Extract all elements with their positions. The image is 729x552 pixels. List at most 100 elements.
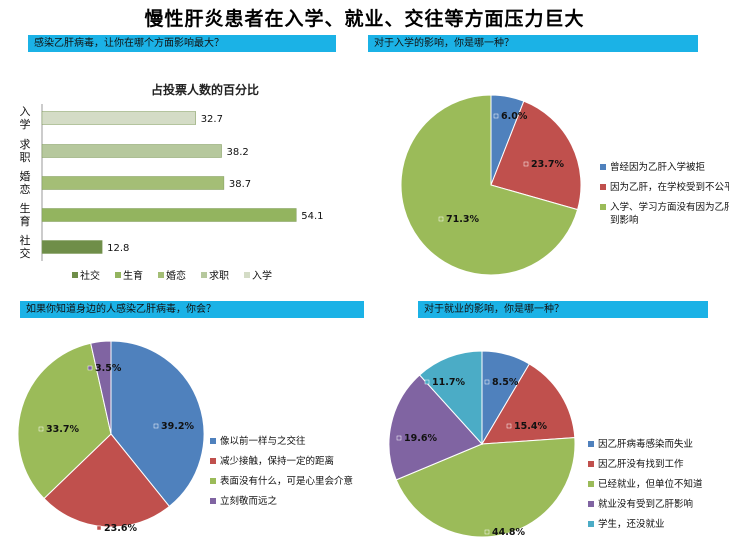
question-bar-school: 对于入学的影响，你是哪一种？ bbox=[368, 35, 698, 52]
value-marker-1 bbox=[523, 161, 529, 167]
legend-label-1: 因乙肝没有找到工作 bbox=[598, 458, 684, 470]
category-label-0: 学 bbox=[20, 117, 31, 131]
pie-slice-1 bbox=[481, 363, 576, 445]
category-label-2: 婚 bbox=[20, 169, 31, 183]
legend-label-3: 立刻敬而远之 bbox=[220, 495, 278, 507]
value-marker-1 bbox=[96, 525, 102, 531]
bar-chart-title: 占投票人数的百分比 bbox=[151, 82, 259, 97]
value-label-2: 33.7% bbox=[46, 424, 79, 435]
bar-4 bbox=[41, 240, 103, 254]
legend-label-1: 因为乙肝，在学校受到不公平待遇 bbox=[610, 181, 729, 193]
bar-0 bbox=[41, 111, 196, 125]
bar-value-4: 12.8 bbox=[107, 243, 129, 254]
legend-label-0: 曾经因为乙肝入学被拒 bbox=[610, 161, 706, 173]
legend-label-2: 表面没有什么，可是心里会介意 bbox=[220, 475, 353, 487]
legend-label-3: 就业没有受到乙肝影响 bbox=[598, 498, 693, 510]
value-label-1: 23.7% bbox=[531, 159, 564, 170]
legend-label-4: 入学 bbox=[252, 269, 272, 282]
legend-swatch-1 bbox=[600, 184, 606, 190]
value-label-0: 39.2% bbox=[161, 421, 194, 432]
bar-value-3: 54.1 bbox=[301, 211, 323, 222]
employment-pie-chart: 8.5% 15.4% 44.8% 19.6% 11.7% 因乙肝病毒感染而失业因乙肝没有找… bbox=[388, 350, 703, 538]
value-label-0: 8.5% bbox=[492, 377, 519, 388]
value-label-3: 19.6% bbox=[404, 433, 437, 444]
contact-pie-chart: 39.2% 23.6% 33.7% 3.5% 像以前一样与之交往减少接触，保持一定的距离… bbox=[17, 340, 353, 534]
legend-label-0: 像以前一样与之交往 bbox=[220, 435, 306, 447]
legend-swatch-3 bbox=[210, 498, 216, 504]
bar-1 bbox=[41, 144, 222, 158]
value-marker-2 bbox=[438, 216, 444, 222]
value-marker-0 bbox=[484, 379, 490, 385]
pie-slice-2 bbox=[400, 94, 579, 276]
pie-slice-0 bbox=[110, 340, 205, 508]
pie-slice-2 bbox=[17, 342, 112, 500]
legend-label-1: 生育 bbox=[123, 269, 143, 282]
legend-swatch-0 bbox=[72, 272, 78, 278]
legend-label-4: 学生，还没就业 bbox=[598, 518, 665, 530]
legend-label-1: 减少接触，保持一定的距离 bbox=[220, 455, 334, 467]
category-label-4: 社 bbox=[20, 233, 31, 247]
legend-label-2: 已经就业，但单位不知道 bbox=[598, 478, 703, 490]
value-label-1: 23.6% bbox=[104, 523, 137, 534]
bar-value-1: 38.2 bbox=[227, 147, 249, 158]
legend-swatch-4 bbox=[588, 521, 594, 527]
legend-label-2: 到影响 bbox=[610, 214, 639, 226]
value-marker-1 bbox=[506, 423, 512, 429]
legend-swatch-2 bbox=[158, 272, 164, 278]
pie-slice-3 bbox=[388, 374, 483, 481]
legend-swatch-1 bbox=[588, 461, 594, 467]
value-marker-3 bbox=[396, 435, 402, 441]
pie-slice-1 bbox=[43, 433, 171, 528]
legend-swatch-0 bbox=[600, 164, 606, 170]
bar-value-2: 38.7 bbox=[229, 179, 251, 190]
value-marker-4 bbox=[424, 379, 430, 385]
legend-swatch-1 bbox=[115, 272, 121, 278]
category-label-3: 生 bbox=[20, 201, 31, 215]
bar-2 bbox=[41, 176, 225, 190]
pie-slice-2 bbox=[395, 437, 576, 538]
value-label-3: 3.5% bbox=[95, 363, 122, 374]
legend-swatch-2 bbox=[600, 204, 606, 210]
legend-swatch-0 bbox=[210, 438, 216, 444]
legend-swatch-3 bbox=[588, 501, 594, 507]
legend-label-2: 婚恋 bbox=[166, 269, 186, 282]
category-label-0: 入 bbox=[20, 105, 31, 118]
question-bar-impact: 感染乙肝病毒，让你在哪个方面影响最大？ bbox=[28, 35, 336, 52]
category-label-1: 求 bbox=[20, 138, 31, 151]
legend-label-0: 因乙肝病毒感染而失业 bbox=[598, 438, 693, 450]
value-marker-0 bbox=[493, 113, 499, 119]
category-label-3: 育 bbox=[20, 214, 31, 228]
legend-label-3: 求职 bbox=[209, 270, 229, 282]
legend-swatch-0 bbox=[588, 441, 594, 447]
pie-slice-4 bbox=[418, 350, 483, 446]
legend-swatch-2 bbox=[210, 478, 216, 484]
pie-slice-1 bbox=[490, 100, 582, 211]
question-bar-employment: 对于就业的影响，你是哪一种？ bbox=[418, 301, 708, 318]
legend-swatch-4 bbox=[244, 272, 250, 278]
legend-label-2: 入学、学习方面没有因为乙肝而受 bbox=[610, 201, 729, 213]
legend-swatch-1 bbox=[210, 458, 216, 464]
pie-slice-3 bbox=[90, 340, 112, 435]
legend-swatch-2 bbox=[588, 481, 594, 487]
question-bar-contact: 如果你知道身边的人感染乙肝病毒，你会？ bbox=[20, 301, 364, 318]
category-label-4: 交 bbox=[20, 246, 31, 260]
school-pie-chart: 6.0% 23.7% 71.3% 曾经因为乙肝入学被拒因为乙肝，在学校受到不公平待遇入… bbox=[400, 94, 729, 276]
value-label-1: 15.4% bbox=[514, 421, 547, 432]
value-label-2: 44.8% bbox=[492, 527, 525, 538]
page-title: 慢性肝炎患者在入学、就业、交往等方面压力巨大 bbox=[144, 8, 585, 30]
value-label-4: 11.7% bbox=[432, 377, 465, 388]
bar-3 bbox=[41, 208, 297, 222]
value-label-0: 6.0% bbox=[501, 111, 528, 122]
category-label-2: 恋 bbox=[20, 182, 31, 196]
value-marker-0 bbox=[153, 423, 159, 429]
value-marker-2 bbox=[38, 426, 44, 432]
bar-value-0: 32.7 bbox=[201, 114, 223, 125]
value-label-2: 71.3% bbox=[446, 214, 479, 225]
value-marker-2 bbox=[484, 529, 490, 535]
legend-swatch-3 bbox=[201, 272, 207, 278]
legend-label-0: 社交 bbox=[80, 269, 100, 282]
category-label-1: 职 bbox=[20, 151, 31, 164]
value-marker-3 bbox=[87, 365, 93, 371]
